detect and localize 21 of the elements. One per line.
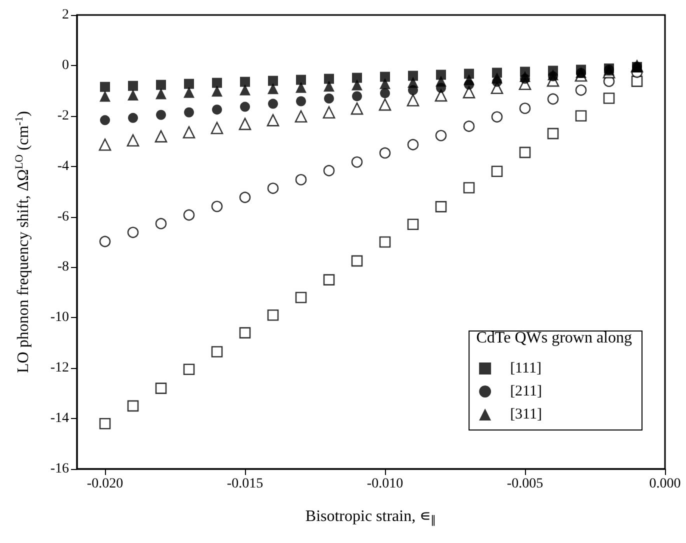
y-tick-label: 2 [62, 8, 69, 22]
legend-label: [111] [510, 360, 542, 376]
legend-label: [311] [510, 406, 542, 422]
x-axis-title: Bisotropic strain, ∊∥ [305, 508, 437, 526]
x-tick-label: -0.015 [226, 476, 264, 492]
y-tick-label: -14 [50, 411, 69, 426]
y-tick-label: -8 [57, 260, 69, 275]
x-tick-label: -0.020 [86, 476, 124, 492]
x-tick-label: -0.010 [366, 476, 404, 492]
y-tick-label: -12 [50, 360, 69, 376]
y-tick-label: -16 [50, 462, 69, 476]
y-tick-label: -2 [57, 108, 69, 124]
y-tick-label: -4 [57, 158, 69, 174]
y-tick-label: 0 [62, 58, 69, 73]
legend-title: CdTe QWs grown along [476, 330, 632, 346]
legend-label: [211] [510, 384, 542, 400]
y-tick-label: -10 [50, 310, 69, 326]
x-tick-label: -0.005 [506, 476, 544, 492]
y-tick-label: -6 [57, 209, 69, 224]
x-tick-label: 0.000 [649, 476, 681, 492]
y-axis-title: LO phonon frequency shift, ΔΩLO (cm-1) [14, 111, 32, 373]
